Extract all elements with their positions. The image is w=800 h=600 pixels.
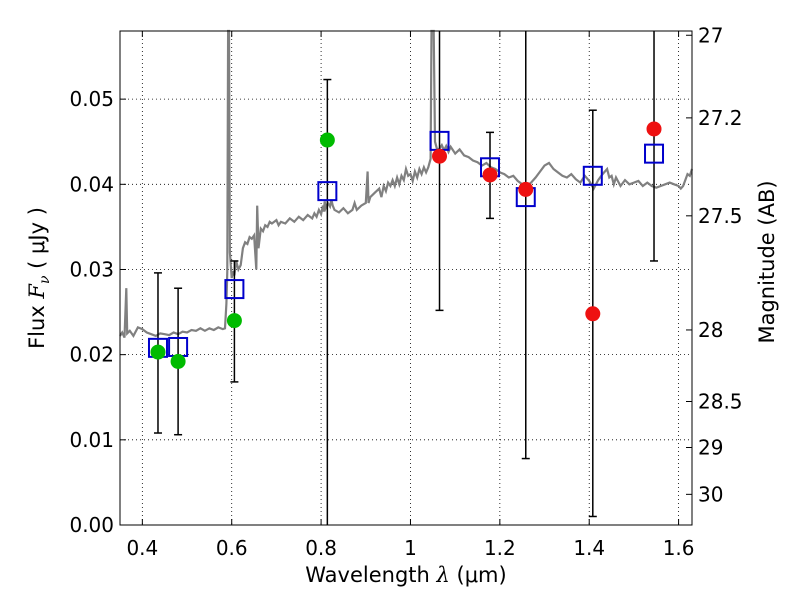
model-spectrum-line xyxy=(119,29,694,339)
green-data-point xyxy=(170,353,186,369)
green-data-point xyxy=(150,344,166,360)
x-tick-label: 0.4 xyxy=(126,536,158,560)
green-data-point xyxy=(319,132,335,148)
x-tick-label: 1 xyxy=(404,536,417,560)
model-square-marker xyxy=(644,143,665,164)
y-tick-label: 0.05 xyxy=(69,87,114,111)
x-axis-label: Wavelength λ (μm) xyxy=(305,563,506,587)
plot-frame xyxy=(119,30,693,526)
y-tick-label: 0.02 xyxy=(69,343,114,367)
y2-tick-label: 28.5 xyxy=(698,390,743,414)
x-tick-label: 0.6 xyxy=(216,536,248,560)
y-tick-label: 0.03 xyxy=(69,257,114,281)
red-data-point xyxy=(646,121,662,137)
y2-tick-label: 27.5 xyxy=(698,204,743,228)
red-data-point xyxy=(432,148,448,164)
x-tick-label: 0.8 xyxy=(305,536,337,560)
y2-tick-label: 28 xyxy=(698,318,723,342)
data-markers xyxy=(147,121,665,369)
model-square-marker xyxy=(317,181,338,202)
grid xyxy=(120,31,692,526)
y-tick-label: 0.01 xyxy=(69,428,114,452)
y-tick-label: 0.00 xyxy=(69,513,114,537)
y2-tick-label: 29 xyxy=(698,435,723,459)
red-data-point xyxy=(482,167,498,183)
y2-axis-label: Magnitude (AB) xyxy=(755,180,779,343)
red-data-point xyxy=(518,181,534,197)
x-tick-label: 1.6 xyxy=(663,536,695,560)
axis-ticks: 0.4 0.6 0.8 1 1.2 1.4 1.6 0.00 0.01 0.02 0.03 0.04 0… xyxy=(69,23,742,560)
x-tick-label: 1.2 xyxy=(484,536,516,560)
error-bars xyxy=(153,31,659,525)
green-data-point xyxy=(226,313,242,329)
model-square-marker xyxy=(224,279,245,300)
y2-tick-label: 27.2 xyxy=(698,106,743,130)
y2-tick-label: 30 xyxy=(698,482,723,506)
y-tick-label: 0.04 xyxy=(69,172,114,196)
red-data-point xyxy=(585,306,601,322)
model-spectrum xyxy=(119,29,694,339)
model-square-marker xyxy=(582,165,603,186)
y2-tick-label: 27 xyxy=(698,23,723,47)
y-axis-label: Flux Fν ( μJy ) xyxy=(25,207,53,349)
x-tick-label: 1.4 xyxy=(573,536,605,560)
